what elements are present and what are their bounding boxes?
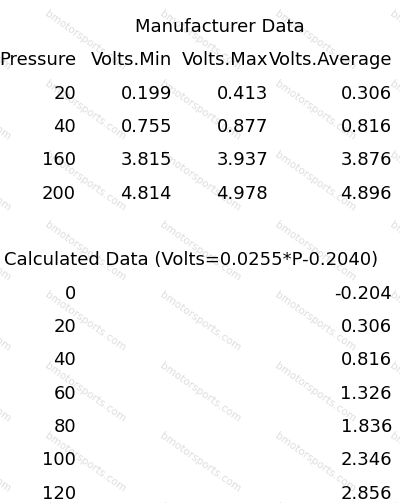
Text: 40: 40 — [53, 351, 76, 369]
Text: 200: 200 — [42, 185, 76, 203]
Text: bmotorsports.com: bmotorsports.com — [273, 220, 357, 283]
Text: bmotorsports.com: bmotorsports.com — [0, 79, 12, 142]
Text: 2.346: 2.346 — [340, 451, 392, 469]
Text: 1.326: 1.326 — [340, 385, 392, 403]
Text: bmotorsports.com: bmotorsports.com — [158, 149, 242, 213]
Text: bmotorsports.com: bmotorsports.com — [0, 361, 12, 424]
Text: Pressure: Pressure — [0, 51, 76, 69]
Text: bmotorsports.com: bmotorsports.com — [158, 431, 242, 494]
Text: bmotorsports.com: bmotorsports.com — [43, 79, 127, 142]
Text: 80: 80 — [53, 418, 76, 436]
Text: 40: 40 — [53, 118, 76, 136]
Text: 0.816: 0.816 — [341, 118, 392, 136]
Text: 120: 120 — [42, 485, 76, 502]
Text: 0: 0 — [65, 285, 76, 303]
Text: bmotorsports.com: bmotorsports.com — [0, 431, 12, 494]
Text: bmotorsports.com: bmotorsports.com — [0, 149, 12, 213]
Text: bmotorsports.com: bmotorsports.com — [273, 431, 357, 494]
Text: 0.306: 0.306 — [341, 318, 392, 336]
Text: bmotorsports.com: bmotorsports.com — [43, 361, 127, 424]
Text: bmotorsports.com: bmotorsports.com — [43, 220, 127, 283]
Text: bmotorsports.com: bmotorsports.com — [273, 290, 357, 354]
Text: bmotorsports.com: bmotorsports.com — [388, 149, 400, 213]
Text: bmotorsports.com: bmotorsports.com — [0, 501, 12, 503]
Text: bmotorsports.com: bmotorsports.com — [158, 501, 242, 503]
Text: bmotorsports.com: bmotorsports.com — [158, 220, 242, 283]
Text: 160: 160 — [42, 151, 76, 170]
Text: 3.815: 3.815 — [120, 151, 172, 170]
Text: bmotorsports.com: bmotorsports.com — [273, 79, 357, 142]
Text: bmotorsports.com: bmotorsports.com — [43, 9, 127, 72]
Text: bmotorsports.com: bmotorsports.com — [158, 361, 242, 424]
Text: bmotorsports.com: bmotorsports.com — [388, 501, 400, 503]
Text: -0.204: -0.204 — [334, 285, 392, 303]
Text: bmotorsports.com: bmotorsports.com — [273, 0, 357, 2]
Text: 100: 100 — [42, 451, 76, 469]
Text: 3.937: 3.937 — [216, 151, 268, 170]
Text: bmotorsports.com: bmotorsports.com — [43, 501, 127, 503]
Text: bmotorsports.com: bmotorsports.com — [0, 220, 12, 283]
Text: bmotorsports.com: bmotorsports.com — [388, 431, 400, 494]
Text: bmotorsports.com: bmotorsports.com — [43, 149, 127, 213]
Text: bmotorsports.com: bmotorsports.com — [43, 290, 127, 354]
Text: 0.755: 0.755 — [120, 118, 172, 136]
Text: 4.896: 4.896 — [340, 185, 392, 203]
Text: bmotorsports.com: bmotorsports.com — [43, 431, 127, 494]
Text: 0.816: 0.816 — [341, 351, 392, 369]
Text: 20: 20 — [53, 85, 76, 103]
Text: 0.199: 0.199 — [121, 85, 172, 103]
Text: Calculated Data (Volts=0.0255*P-0.2040): Calculated Data (Volts=0.0255*P-0.2040) — [4, 252, 378, 269]
Text: 4.814: 4.814 — [120, 185, 172, 203]
Text: bmotorsports.com: bmotorsports.com — [158, 79, 242, 142]
Text: 0.413: 0.413 — [217, 85, 268, 103]
Text: 60: 60 — [53, 385, 76, 403]
Text: bmotorsports.com: bmotorsports.com — [273, 9, 357, 72]
Text: bmotorsports.com: bmotorsports.com — [0, 0, 12, 2]
Text: bmotorsports.com: bmotorsports.com — [388, 9, 400, 72]
Text: bmotorsports.com: bmotorsports.com — [0, 9, 12, 72]
Text: bmotorsports.com: bmotorsports.com — [273, 501, 357, 503]
Text: Volts.Average: Volts.Average — [268, 51, 392, 69]
Text: 4.978: 4.978 — [216, 185, 268, 203]
Text: bmotorsports.com: bmotorsports.com — [388, 0, 400, 2]
Text: bmotorsports.com: bmotorsports.com — [158, 290, 242, 354]
Text: bmotorsports.com: bmotorsports.com — [43, 0, 127, 2]
Text: bmotorsports.com: bmotorsports.com — [0, 290, 12, 354]
Text: bmotorsports.com: bmotorsports.com — [388, 79, 400, 142]
Text: Volts.Max: Volts.Max — [182, 51, 268, 69]
Text: 0.877: 0.877 — [217, 118, 268, 136]
Text: bmotorsports.com: bmotorsports.com — [273, 149, 357, 213]
Text: 1.836: 1.836 — [341, 418, 392, 436]
Text: bmotorsports.com: bmotorsports.com — [388, 290, 400, 354]
Text: 0.306: 0.306 — [341, 85, 392, 103]
Text: bmotorsports.com: bmotorsports.com — [273, 361, 357, 424]
Text: bmotorsports.com: bmotorsports.com — [158, 0, 242, 2]
Text: 20: 20 — [53, 318, 76, 336]
Text: bmotorsports.com: bmotorsports.com — [158, 9, 242, 72]
Text: Manufacturer Data: Manufacturer Data — [135, 18, 305, 36]
Text: 3.876: 3.876 — [340, 151, 392, 170]
Text: Volts.Min: Volts.Min — [91, 51, 172, 69]
Text: 2.856: 2.856 — [340, 485, 392, 502]
Text: bmotorsports.com: bmotorsports.com — [388, 220, 400, 283]
Text: bmotorsports.com: bmotorsports.com — [388, 361, 400, 424]
